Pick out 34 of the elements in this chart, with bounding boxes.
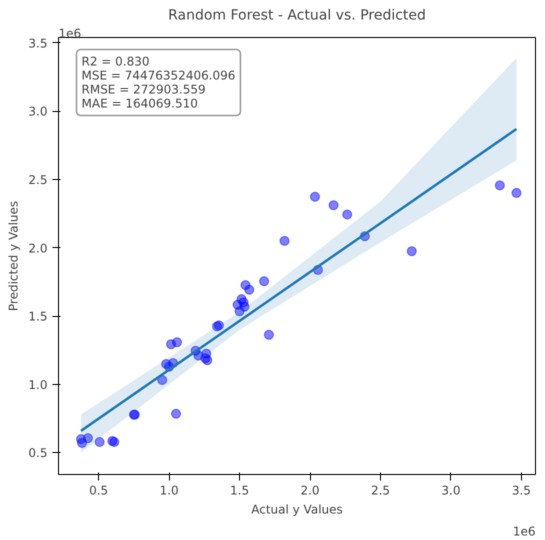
annotation: R2 = 0.830 MSE = 74476352406.096 RMSE = 272903.559 MAE = 164069.510 bbox=[82, 54, 236, 110]
y-tick-label: 2.0 bbox=[28, 241, 48, 256]
point bbox=[259, 276, 270, 286]
x-tick-label: 1.5 bbox=[230, 484, 250, 498]
point bbox=[406, 246, 417, 256]
point bbox=[310, 192, 320, 202]
annotation: 1e6 bbox=[58, 26, 82, 40]
x-tick-label: 2.5 bbox=[370, 484, 390, 498]
point bbox=[280, 236, 290, 246]
point bbox=[244, 284, 254, 295]
x-tick-label: 0.5 bbox=[89, 484, 108, 498]
x-tick-label: 2.0 bbox=[300, 484, 320, 498]
point bbox=[171, 408, 182, 419]
line-series bbox=[80, 128, 518, 432]
y-tick-label: 0.5 bbox=[28, 446, 48, 460]
point bbox=[172, 337, 182, 348]
x-axis-title: Actual y Values bbox=[251, 502, 343, 516]
point bbox=[342, 209, 352, 220]
x-tick-label: 1.0 bbox=[160, 484, 179, 498]
y-tick-label: 2.5 bbox=[28, 173, 48, 188]
y-tick-label: 3.0 bbox=[28, 104, 48, 119]
x-tick-label: 3.0 bbox=[441, 484, 460, 498]
text: 1e6 bbox=[512, 524, 536, 538]
point bbox=[494, 180, 505, 190]
point bbox=[328, 200, 339, 210]
y-tick-label: 1.5 bbox=[28, 310, 48, 324]
point bbox=[238, 297, 249, 308]
y-tick-label: 1.0 bbox=[28, 378, 48, 392]
point bbox=[264, 330, 274, 340]
y-axis-title: Predicted y Values bbox=[6, 200, 20, 312]
point bbox=[511, 188, 522, 198]
y-tick-label: 3.5 bbox=[28, 36, 48, 50]
x-tick-label: 3.5 bbox=[512, 484, 531, 498]
chart-title: Random Forest - Actual vs. Predicted bbox=[168, 8, 426, 24]
